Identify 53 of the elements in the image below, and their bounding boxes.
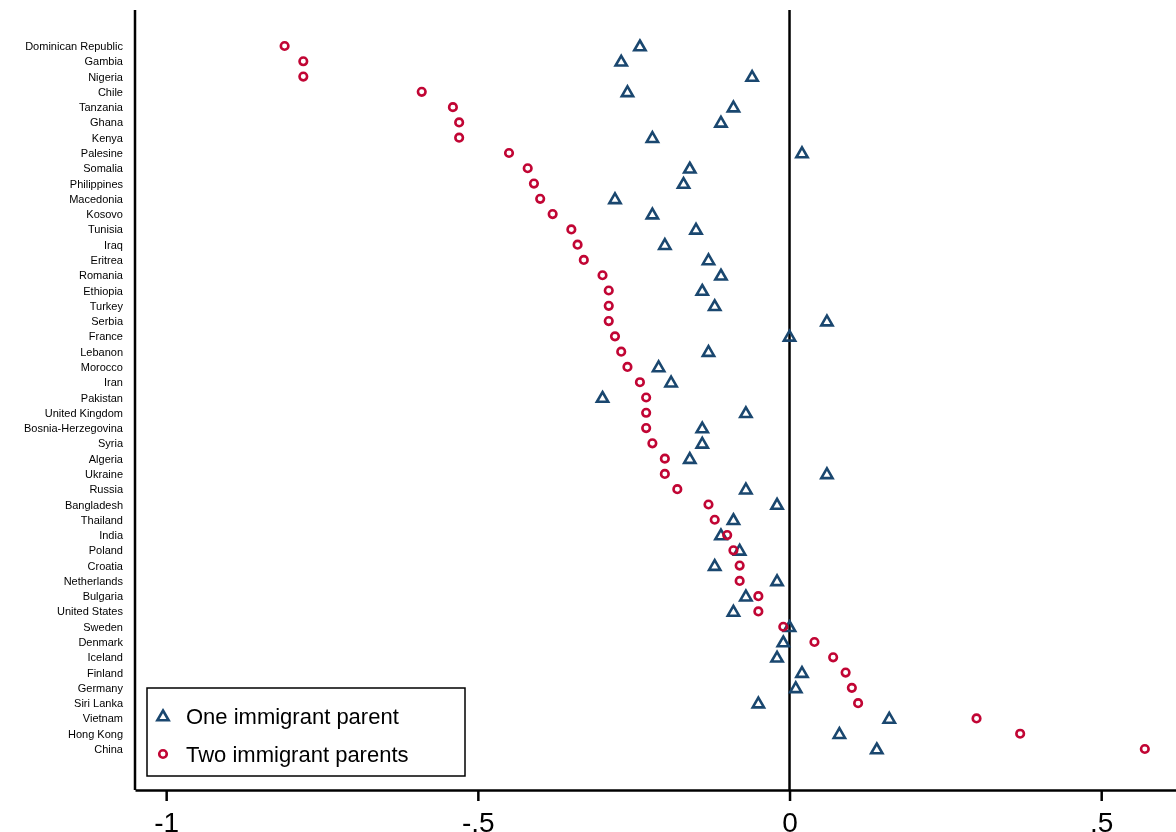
y-tick-label: Kenya — [91, 131, 124, 144]
y-tick-label: Gambia — [84, 55, 124, 68]
y-tick-label: Vietnam — [82, 712, 123, 725]
y-tick-label: Bulgaria — [82, 590, 124, 603]
y-tick-label: Syria — [97, 437, 124, 450]
y-tick-label: India — [99, 529, 124, 542]
legend-label: One immigrant parent — [186, 703, 399, 729]
y-tick-label: Tanzania — [78, 101, 124, 114]
y-tick-label: Eritrea — [90, 253, 124, 266]
y-tick-label: Netherlands — [63, 574, 124, 587]
y-tick-label: Finland — [86, 666, 123, 679]
y-tick-label: Turkey — [89, 299, 124, 312]
legend-label: Two immigrant parents — [186, 741, 409, 767]
y-tick-label: Dominican Republic — [25, 40, 124, 53]
y-tick-label: Siri Lanka — [74, 697, 124, 710]
y-tick-label: Sweden — [83, 620, 123, 633]
y-tick-label: Bangladesh — [64, 498, 123, 511]
y-tick-label: United States — [56, 605, 124, 618]
y-tick-label: Palesine — [80, 147, 123, 159]
y-tick-label: Serbia — [91, 315, 124, 328]
y-tick-label: Philippines — [69, 177, 124, 190]
y-tick-label: Denmark — [78, 636, 124, 649]
y-tick-label: China — [94, 743, 124, 756]
y-tick-label: Hong Kong — [67, 727, 123, 740]
y-tick-label: Ukraine — [85, 467, 123, 480]
y-tick-label: Iraq — [104, 238, 123, 251]
y-tick-label: Poland — [88, 544, 123, 557]
y-tick-label: Somalia — [83, 162, 124, 175]
y-tick-label: Thailand — [80, 513, 123, 526]
y-tick-label: Morocco — [80, 360, 123, 373]
y-tick-label: Nigeria — [88, 70, 124, 83]
y-tick-label: Ghana — [89, 116, 124, 129]
y-tick-label: Iceland — [87, 651, 123, 664]
y-tick-label: Algeria — [88, 452, 124, 465]
x-tick-label: .5 — [1090, 807, 1114, 832]
y-tick-label: Croatia — [87, 559, 124, 572]
x-tick-label: 0 — [782, 807, 798, 832]
y-tick-label: Ethiopia — [83, 284, 124, 297]
y-tick-label: United Kingdom — [44, 406, 123, 419]
y-tick-label: Kosovo — [86, 208, 123, 221]
y-tick-label: Macedonia — [69, 192, 124, 205]
x-tick-label: -1 — [154, 807, 180, 832]
x-tick-label: -.5 — [462, 807, 495, 832]
y-tick-label: Iran — [104, 376, 123, 389]
y-tick-label: France — [88, 330, 123, 343]
y-tick-label: Germany — [77, 681, 124, 694]
y-tick-label: Chile — [97, 85, 123, 98]
y-tick-label: Lebanon — [80, 345, 123, 358]
y-tick-label: Bosnia-Herzegovina — [23, 422, 124, 435]
y-tick-label: Romania — [78, 269, 124, 282]
y-tick-label: Pakistan — [80, 391, 123, 404]
y-tick-label: Russia — [89, 483, 124, 496]
y-tick-label: Tunisia — [87, 223, 124, 236]
